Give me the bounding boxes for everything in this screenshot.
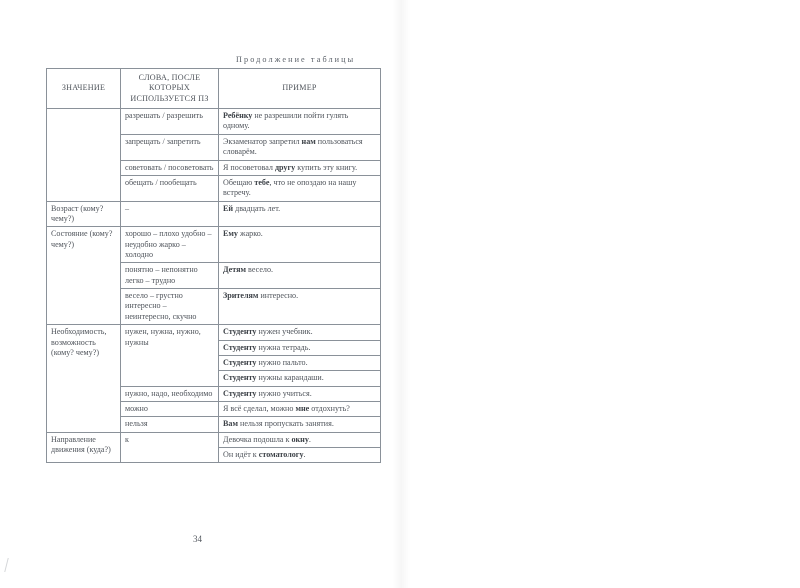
- example-bold: Зрителям: [223, 291, 259, 301]
- page-left: Продолжение таблицы ЗНАЧЕНИЕ СЛОВА, ПОСЛ…: [4, 55, 381, 572]
- cell-example: Обещаю тебе, что не опоздаю на нашу встр…: [218, 174, 381, 202]
- cell-words: советовать / посоветовать: [120, 159, 219, 176]
- example-bold: Вам: [223, 419, 238, 429]
- cell-example: Я всё сделал, можно мне отдохнуть?: [218, 400, 381, 418]
- example-bold: Студенту: [223, 373, 257, 383]
- example-plain-b: весело.: [246, 265, 274, 275]
- cell-example: Зрителям интересно.: [218, 288, 381, 326]
- example-plain-b: нужно пальто.: [256, 357, 308, 367]
- cell-words: хорошо – плохо удобно – неудобно жарко –…: [120, 226, 219, 264]
- running-head-left: Продолжение таблицы: [236, 55, 356, 64]
- cell-example: Ей двадцать лет.: [218, 200, 381, 228]
- example-plain-a: Он идёт к: [223, 450, 259, 460]
- cell-meaning: Направление движения (куда?): [46, 431, 121, 464]
- example-bold: Ребёнку: [223, 111, 253, 121]
- example-bold: Ей: [223, 203, 234, 213]
- table-row: разрешать / разрешить Ребёнку не разреши…: [46, 108, 381, 202]
- cell-meaning: Состояние (кому? чему?): [46, 226, 121, 326]
- cell-example: Студенту нужно пальто.: [218, 354, 381, 372]
- table-row: Студенту нужна тетрадь.: [47, 339, 381, 356]
- scan-spine-artifact: [4, 558, 19, 572]
- example-bold: Детям: [223, 265, 247, 275]
- example-bold: окну: [291, 434, 309, 444]
- example-plain-b: пользоваться словарём.: [223, 136, 363, 157]
- example-plain-b: нужен учебник.: [256, 327, 313, 337]
- table-row: Необходимость, возможность (кому? чему?)…: [46, 324, 381, 433]
- cell-words: можно: [120, 400, 219, 418]
- example-bold: Ему: [223, 229, 238, 239]
- table-row: Состояние (кому? чему?) хорошо – плохо у…: [46, 226, 381, 326]
- cell-example: Студенту нужно учиться.: [218, 385, 381, 402]
- table-row: нельзя Вам нельзя пропускать занятия.: [47, 416, 381, 433]
- cell-example: Экзаменатор запретил нам пользоваться сл…: [218, 133, 381, 161]
- cell-words: разрешать / разрешить: [120, 108, 219, 135]
- example-bold: Студенту: [223, 388, 257, 398]
- table-row: запрещать / запретить Экзаменатор запрет…: [47, 133, 381, 161]
- cell-meaning: Необходимость, возможность (кому? чему?): [46, 324, 121, 433]
- example-plain-b: .: [303, 450, 306, 460]
- example-plain-b: .: [308, 434, 311, 444]
- cell-words: нужно, надо, необходимо: [120, 385, 219, 402]
- example-bold: нам: [301, 136, 316, 146]
- table-row: обещать / пообещать Обещаю тебе, что не …: [47, 174, 381, 202]
- example-plain-b: отдохнуть?: [309, 403, 350, 413]
- table-row: советовать / посоветовать Я посоветовал …: [47, 159, 381, 176]
- cell-words: понятно – непонятно легко – трудно: [120, 262, 219, 290]
- example-plain-b: , что не опоздаю на нашу встречу.: [223, 177, 357, 198]
- example-plain-b: двадцать лет.: [233, 203, 281, 213]
- cell-example: Ребёнку не разрешили пойти гулять одному…: [218, 108, 381, 135]
- cell-example: Я посоветовал другу купить эту книгу.: [218, 159, 381, 176]
- column-header-example: ПРИМЕР: [218, 67, 381, 110]
- example-plain-b: нужно учиться.: [256, 388, 312, 398]
- example-plain-a: Девочка подошла к: [223, 434, 292, 444]
- example-plain-b: нельзя пропускать занятия.: [237, 419, 334, 429]
- page-right: Окончание таблицы ЗНАЧЕНИЕ СЛОВА, ПОСЛЕ …: [400, 0, 800, 588]
- example-plain-b: нужны карандаши.: [256, 373, 324, 383]
- example-bold: Студенту: [223, 327, 257, 337]
- cell-words: весело – грустно интересно – неинтересно…: [120, 288, 219, 326]
- example-plain-a: Экзаменатор запретил: [223, 136, 302, 146]
- cell-example: Детям весело.: [218, 262, 381, 290]
- cell-meaning-blank: [46, 108, 121, 202]
- column-header-words: СЛОВА, ПОСЛЕ КОТОРЫХ ИСПОЛЬЗУЕТСЯ ПЗ: [120, 67, 219, 110]
- example-bold: Студенту: [223, 342, 257, 352]
- cell-words: к: [120, 431, 219, 464]
- cell-example: Студенту нужен учебник.: [218, 324, 381, 341]
- example-bold: тебе: [254, 177, 270, 187]
- cell-example: Ему жарко.: [218, 226, 381, 264]
- grammar-table-left: ЗНАЧЕНИЕ СЛОВА, ПОСЛЕ КОТОРЫХ ИСПОЛЬЗУЕТ…: [46, 67, 381, 464]
- example-plain-a: Обещаю: [223, 177, 255, 187]
- example-bold: стоматологу: [258, 450, 304, 460]
- table-row: Он идёт к стоматологу.: [47, 447, 381, 464]
- page-number-left: 34: [193, 534, 202, 544]
- example-bold: Студенту: [223, 357, 257, 367]
- cell-example: Он идёт к стоматологу.: [218, 447, 381, 464]
- cell-example: Девочка подошла к окну.: [218, 431, 381, 449]
- table-header-row: ЗНАЧЕНИЕ СЛОВА, ПОСЛЕ КОТОРЫХ ИСПОЛЬЗУЕТ…: [46, 67, 381, 110]
- cell-words: запрещать / запретить: [120, 133, 219, 161]
- cell-words: обещать / пообещать: [120, 174, 219, 202]
- example-plain-b: купить эту книгу.: [295, 162, 358, 172]
- cell-example: Вам нельзя пропускать занятия.: [218, 416, 381, 433]
- example-plain-b: нужна тетрадь.: [256, 342, 311, 352]
- example-plain-a: Я посоветовал: [223, 162, 275, 172]
- table-row: понятно – непонятно легко – трудно Детям…: [47, 262, 381, 290]
- table-row: Возраст (кому? чему?) – Ей двадцать лет.: [46, 200, 381, 228]
- example-plain-b: жарко.: [237, 229, 263, 239]
- cell-example: Студенту нужна тетрадь.: [218, 339, 381, 356]
- table-row: Направление движения (куда?) к Девочка п…: [46, 431, 381, 464]
- cell-words: нельзя: [120, 416, 219, 433]
- example-plain-b: интересно.: [258, 291, 299, 301]
- example-plain-b: не разрешили пойти гулять одному.: [223, 111, 349, 131]
- example-plain-a: Я всё сделал, можно: [223, 403, 296, 413]
- cell-words: нужен, нужна, нужно, нужны: [120, 324, 219, 387]
- cell-meaning: Возраст (кому? чему?): [46, 200, 121, 228]
- cell-words: –: [120, 200, 219, 228]
- example-bold: другу: [274, 162, 296, 172]
- cell-example: Студенту нужны карандаши.: [218, 370, 381, 387]
- example-bold: мне: [295, 403, 310, 413]
- column-header-meaning: ЗНАЧЕНИЕ: [46, 67, 121, 110]
